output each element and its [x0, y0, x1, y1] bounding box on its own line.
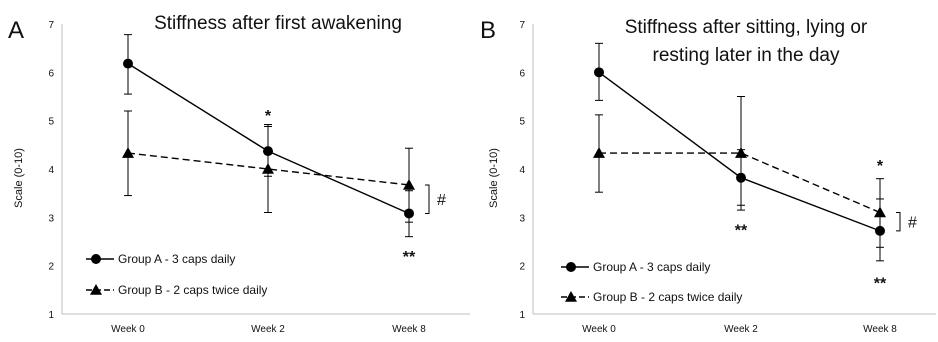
panel-letter-a: A [8, 17, 24, 44]
data-point-group-b [735, 147, 747, 158]
x-tick-label: Week 8 [863, 324, 897, 335]
chart-title-b-line-2: resting later in the day [653, 45, 840, 66]
significance-bracket [896, 212, 901, 232]
x-tick-label: Week 0 [111, 324, 145, 335]
significance-marker: ** [403, 249, 416, 266]
data-point-group-b [262, 163, 274, 174]
legend-marker [91, 254, 101, 264]
x-tick-label: Week 2 [724, 324, 758, 335]
data-point-group-b [122, 147, 134, 158]
y-tick-label: 3 [48, 213, 54, 224]
panel-letter-b: B [480, 17, 496, 44]
data-point-group-b [403, 178, 415, 190]
y-tick-label: 1 [519, 310, 525, 321]
chart-title-b-line-1: Stiffness after sitting, lying or [625, 17, 868, 38]
y-tick-label: 6 [48, 68, 54, 79]
significance-marker: ** [874, 276, 887, 293]
y-tick-label: 5 [519, 117, 525, 128]
data-point-group-b [874, 206, 886, 218]
y-tick-label: 4 [519, 165, 525, 176]
x-tick-label: Week 0 [582, 324, 616, 335]
series-line-group-b [127, 152, 410, 186]
significance-hash: # [908, 215, 917, 232]
y-axis-label-a: Scale (0-10) [13, 148, 25, 208]
x-tick-label: Week 2 [251, 324, 285, 335]
x-tick-label: Week 8 [392, 324, 426, 335]
y-axis-label-b: Scale (0-10) [488, 148, 500, 208]
data-point-group-b [593, 147, 605, 158]
y-tick-label: 1 [48, 310, 54, 321]
significance-marker: * [877, 158, 884, 175]
series-line-group-b [599, 152, 881, 214]
legend-marker [565, 291, 577, 302]
y-tick-label: 4 [48, 165, 54, 176]
y-tick-label: 3 [519, 213, 525, 224]
significance-marker: ** [735, 222, 748, 239]
legend-label: Group B - 2 caps twice daily [118, 283, 267, 297]
significance-bracket [425, 184, 430, 214]
significance-marker: * [265, 108, 272, 125]
legend-label: Group B - 2 caps twice daily [593, 290, 742, 304]
legend-label: Group A - 3 caps daily [593, 260, 710, 274]
panel-a: A Stiffness after first awakening Scale … [8, 13, 470, 335]
y-tick-label: 7 [48, 20, 54, 31]
y-tick-label: 2 [48, 262, 54, 273]
data-point-group-a [123, 58, 133, 69]
legend-marker [90, 284, 102, 295]
data-point-group-a [594, 67, 604, 78]
y-tick-label: 2 [519, 262, 525, 273]
y-tick-label: 6 [519, 68, 525, 79]
legend-label: Group A - 3 caps daily [118, 252, 235, 266]
y-tick-label: 7 [519, 20, 525, 31]
chart-title-a: Stiffness after first awakening [154, 13, 402, 34]
y-tick-label: 5 [48, 117, 54, 128]
legend-marker [566, 262, 576, 272]
panel-b: B Stiffness after sitting, lying or rest… [480, 17, 936, 335]
significance-hash: # [437, 192, 446, 209]
